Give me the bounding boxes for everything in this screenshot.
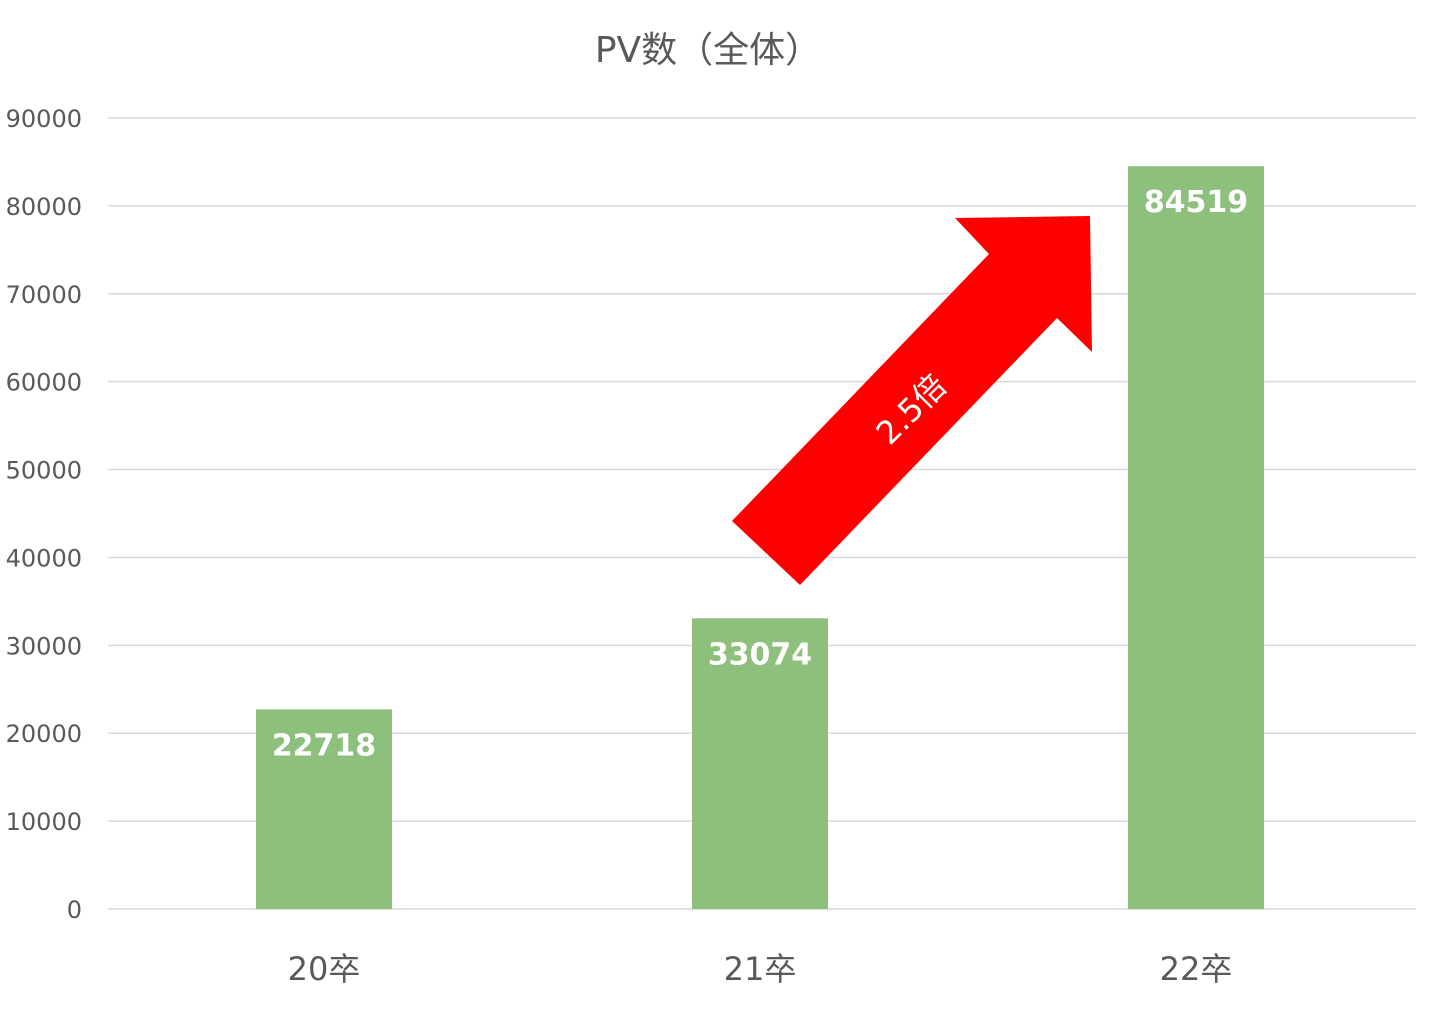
y-tick-label: 20000: [6, 720, 82, 748]
data-label: 84519: [1144, 185, 1248, 220]
y-tick-label: 0: [67, 896, 82, 924]
y-tick-label: 40000: [6, 544, 82, 572]
bar-21卒: [692, 618, 828, 909]
data-labels: 22718 33074 84519: [272, 185, 1248, 763]
data-label: 22718: [272, 728, 376, 763]
y-tick-label: 10000: [6, 808, 82, 836]
x-axis-tick-labels: 20卒 21卒 22卒: [288, 950, 1233, 988]
y-tick-label: 30000: [6, 632, 82, 660]
growth-annotation: 2.5倍: [732, 216, 1092, 585]
bars: [256, 166, 1264, 910]
x-tick-label: 20卒: [288, 950, 361, 988]
y-axis-tick-labels: 0 10000 20000 30000 40000 50000 60000 70000 8000…: [6, 105, 82, 924]
y-tick-label: 50000: [6, 457, 82, 485]
y-tick-label: 70000: [6, 281, 82, 309]
y-tick-label: 60000: [6, 369, 82, 397]
y-tick-label: 90000: [6, 105, 82, 133]
x-tick-label: 21卒: [724, 950, 797, 988]
chart-title: PV数（全体）: [595, 30, 821, 71]
bar-22卒: [1128, 166, 1264, 910]
bar-20卒: [256, 709, 392, 909]
y-tick-label: 80000: [6, 193, 82, 221]
x-tick-label: 22卒: [1160, 950, 1233, 988]
growth-arrow: [732, 216, 1092, 585]
data-label: 33074: [708, 637, 812, 672]
